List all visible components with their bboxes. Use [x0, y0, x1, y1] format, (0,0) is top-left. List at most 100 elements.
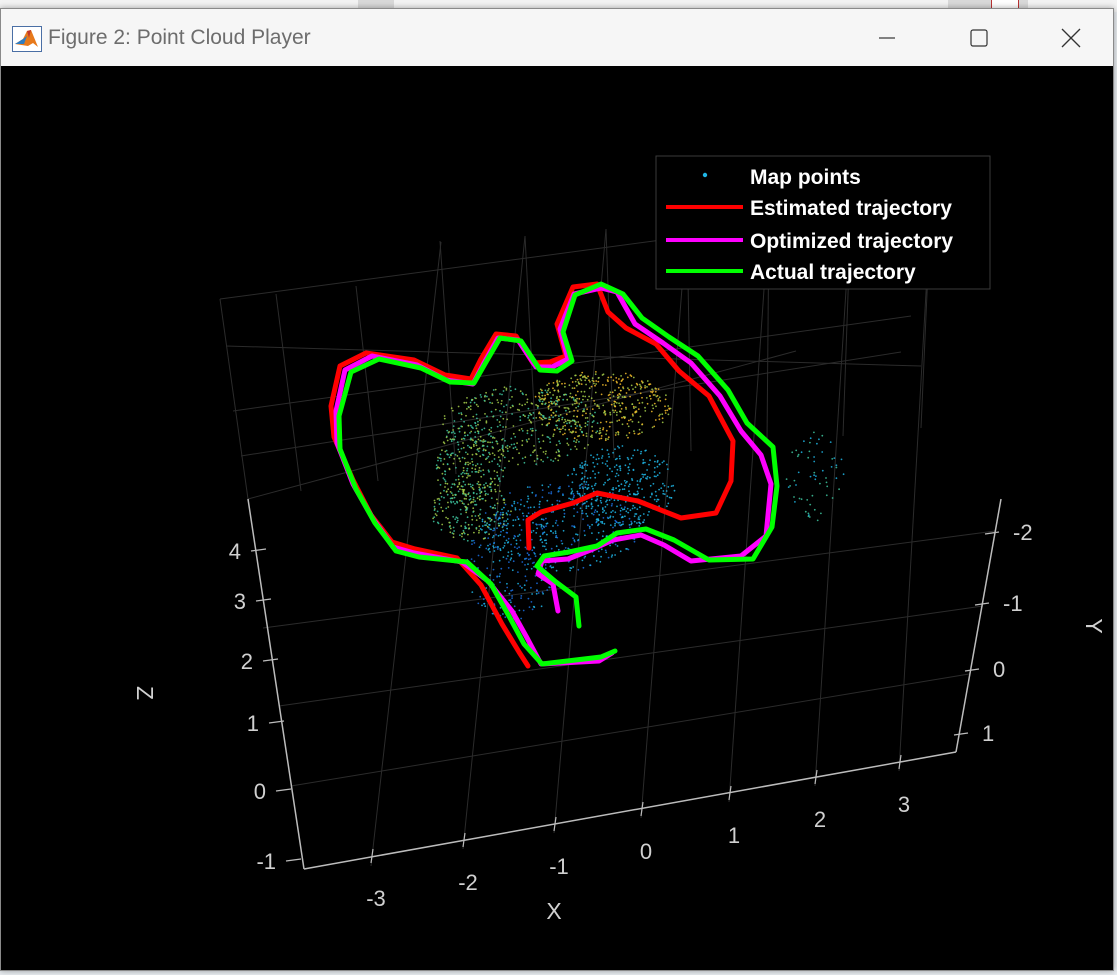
map-point [477, 405, 479, 408]
map-point [550, 547, 553, 550]
map-point [568, 422, 571, 424]
map-point [567, 474, 569, 477]
map-point [497, 401, 500, 404]
map-point [532, 429, 534, 432]
map-point [497, 484, 499, 487]
map-point [456, 517, 459, 519]
map-point [499, 573, 501, 575]
map-point [633, 449, 636, 452]
map-point [607, 436, 610, 439]
map-point [627, 485, 630, 488]
map-point [524, 415, 526, 418]
map-point [475, 413, 478, 416]
map-point [809, 441, 811, 444]
map-point [478, 517, 481, 519]
map-point [505, 426, 507, 428]
map-point [626, 376, 629, 379]
map-point [561, 520, 564, 523]
map-point [556, 524, 559, 527]
map-point [450, 431, 453, 434]
map-point [480, 475, 483, 478]
map-point [486, 522, 488, 525]
map-point [545, 522, 548, 525]
map-point [541, 496, 544, 499]
map-point [587, 375, 589, 378]
map-point [567, 444, 570, 446]
map-point [549, 483, 552, 486]
map-point [570, 377, 573, 380]
minimize-button[interactable] [841, 9, 933, 66]
map-point [484, 605, 487, 608]
map-point [484, 490, 486, 493]
map-point [555, 397, 558, 400]
map-point [595, 383, 597, 385]
map-point [662, 482, 664, 485]
map-point [555, 444, 558, 446]
map-point [598, 407, 601, 409]
map-point [583, 447, 586, 450]
map-point [467, 463, 470, 466]
map-point [619, 509, 622, 512]
map-point [615, 487, 617, 490]
map-point [540, 459, 543, 461]
map-point [537, 438, 540, 440]
map-point [481, 445, 484, 447]
map-point [455, 466, 457, 469]
map-point [594, 509, 597, 512]
map-point [482, 473, 485, 476]
map-point [606, 449, 609, 452]
map-point [627, 472, 630, 475]
map-point [499, 548, 502, 550]
map-point [536, 589, 538, 591]
map-point [516, 442, 518, 444]
map-point [613, 499, 616, 502]
figure-canvas[interactable]: -3 -2 -1 0 1 2 3 -2 -1 0 1 -1 0 1 2 3 4 X Y Z Map poin… [1, 66, 1113, 970]
close-button[interactable] [1025, 9, 1117, 66]
map-point [504, 542, 506, 544]
map-point [602, 384, 604, 386]
map-point [594, 473, 596, 475]
map-point [574, 380, 577, 383]
map-point [460, 438, 463, 441]
map-point [571, 490, 574, 493]
map-point [556, 385, 559, 387]
legend[interactable]: Map points Estimated trajectory Optimize… [655, 155, 991, 290]
map-point [469, 483, 472, 486]
map-point [505, 524, 508, 527]
title-bar[interactable]: Figure 2: Point Cloud Player [1, 9, 1113, 67]
map-point [633, 430, 635, 433]
z-axis-label: Z [132, 686, 158, 700]
map-point [575, 431, 577, 433]
map-point [491, 402, 494, 404]
map-point [642, 476, 645, 478]
map-point [507, 450, 509, 452]
map-point [516, 547, 519, 550]
map-point [514, 436, 517, 438]
map-point [458, 481, 461, 484]
map-point [615, 380, 618, 383]
legend-optimized-label: Optimized trajectory [750, 230, 953, 253]
map-point [452, 500, 455, 503]
map-point [493, 546, 495, 549]
map-point [524, 575, 527, 578]
z-tick-mark [250, 548, 267, 552]
map-point [611, 554, 614, 557]
map-point [602, 373, 605, 376]
map-point [445, 507, 448, 510]
map-point [582, 398, 584, 401]
map-point [602, 517, 605, 519]
map-point [494, 488, 496, 491]
maximize-button[interactable] [933, 9, 1025, 66]
map-point [535, 532, 538, 534]
map-point [538, 506, 541, 509]
map-point [583, 464, 586, 466]
map-point [493, 454, 496, 456]
map-point [563, 432, 566, 435]
map-point [825, 477, 827, 479]
map-point [803, 440, 805, 443]
map-point [820, 512, 822, 515]
map-point [576, 439, 578, 441]
map-point [524, 403, 526, 406]
map-point [481, 440, 483, 442]
